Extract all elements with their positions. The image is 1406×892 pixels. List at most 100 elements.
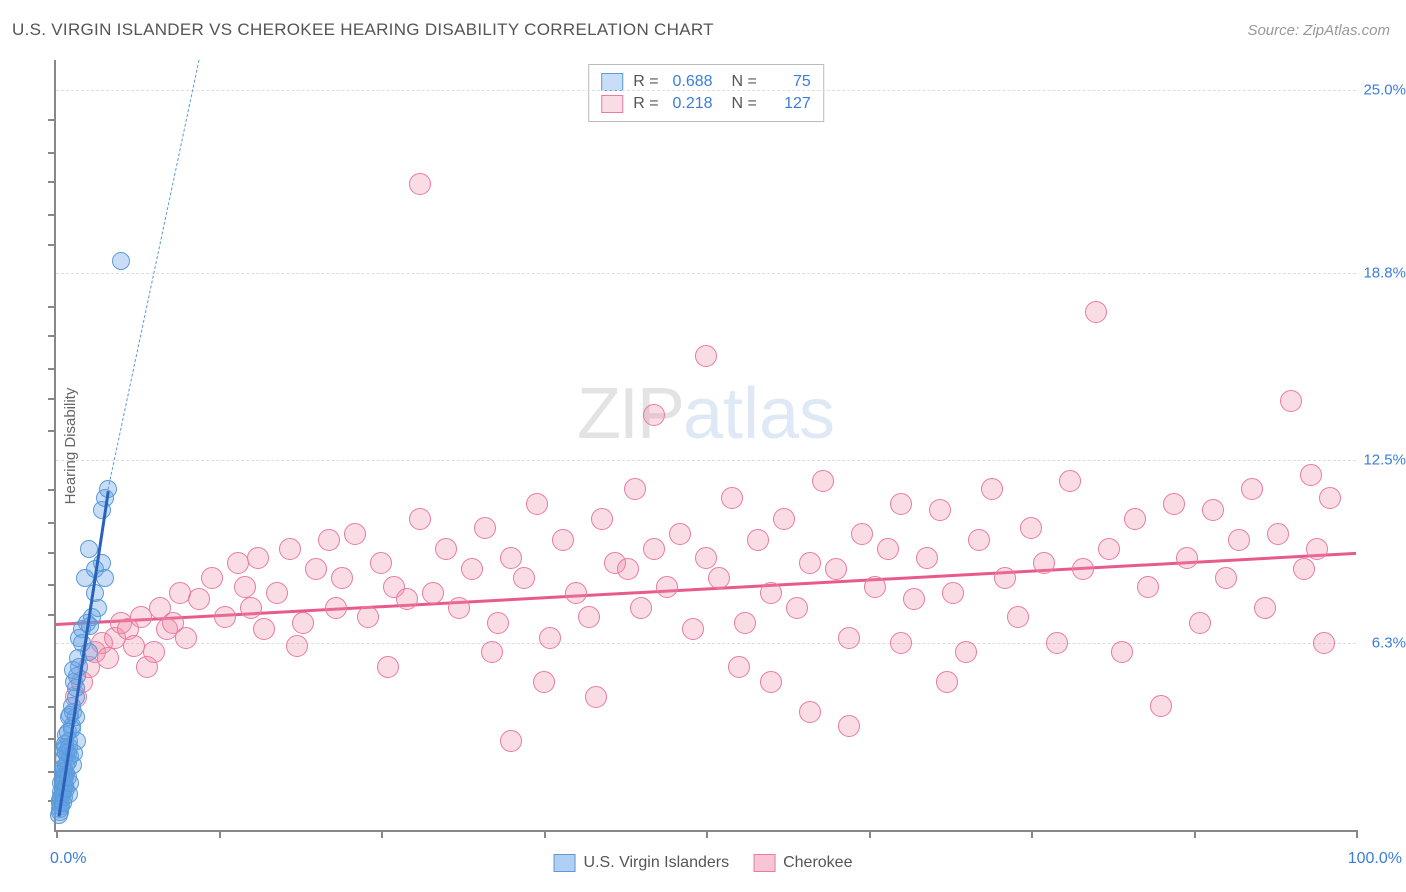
gridline-h [56,90,1356,91]
data-point [936,671,958,693]
data-point [747,529,769,551]
legend-swatch-0 [554,854,576,872]
data-point [877,538,899,560]
data-point [1020,517,1042,539]
data-point [1189,612,1211,634]
data-point [695,547,717,569]
data-point [864,576,886,598]
data-point [500,547,522,569]
data-point [474,517,496,539]
data-point [513,567,535,589]
legend-r-label: R = [633,93,658,115]
data-point [1137,576,1159,598]
y-tick-mark [48,614,56,616]
data-point [143,641,165,663]
swatch-series-1 [601,95,623,113]
x-tick-mark [1194,830,1196,838]
data-point [799,552,821,574]
watermark: ZIPatlas [577,373,835,455]
y-tick-mark [48,584,56,586]
data-point [487,612,509,634]
x-tick-mark [706,830,708,838]
data-point [1319,487,1341,509]
x-tick-mark [1031,830,1033,838]
y-tick-mark [48,430,56,432]
watermark-zip: ZIP [577,374,683,454]
y-tick-mark [48,552,56,554]
data-point [838,627,860,649]
gridline-h [56,273,1356,274]
y-tick-mark [48,244,56,246]
source-attribution: Source: ZipAtlas.com [1247,22,1390,39]
data-point [1280,390,1302,412]
y-tick-mark [48,152,56,154]
y-tick-mark [48,306,56,308]
data-point [175,627,197,649]
data-point [624,478,646,500]
data-point [247,547,269,569]
data-point [396,588,418,610]
data-point [669,523,691,545]
data-point [305,558,327,580]
data-point [1313,632,1335,654]
data-point [1059,470,1081,492]
y-tick-mark [48,181,56,183]
data-point [1163,493,1185,515]
x-axis-min-label: 0.0% [50,850,86,868]
y-tick-mark [48,738,56,740]
data-point [292,612,314,634]
data-point [1007,606,1029,628]
data-point [565,582,587,604]
legend-label-1: Cherokee [783,854,852,872]
data-point [656,576,678,598]
x-tick-mark [219,830,221,838]
gridline-h [56,460,1356,461]
data-point [786,597,808,619]
data-point [929,499,951,521]
y-tick-mark [48,335,56,337]
data-point [448,597,470,619]
chart-title: U.S. VIRGIN ISLANDER VS CHEROKEE HEARING… [12,20,714,40]
data-point [227,552,249,574]
data-point [591,508,613,530]
chart-container: U.S. VIRGIN ISLANDER VS CHEROKEE HEARING… [0,0,1406,892]
data-point [1306,538,1328,560]
data-point [916,547,938,569]
gridline-h [56,643,1356,644]
data-point [214,606,236,628]
data-point [760,582,782,604]
data-point [80,540,98,558]
data-point [325,597,347,619]
y-tick-mark [48,489,56,491]
data-point [234,576,256,598]
data-point [942,582,964,604]
data-point [240,597,262,619]
data-point [1293,558,1315,580]
data-point [1215,567,1237,589]
legend-n-value-1: 127 [763,93,811,115]
data-point [552,529,574,551]
data-point [357,606,379,628]
data-point [695,345,717,367]
data-point [500,730,522,752]
data-point [617,558,639,580]
data-point [890,493,912,515]
y-tick-mark [48,522,56,524]
data-point [377,656,399,678]
y-tick-label: 18.8% [1363,265,1406,282]
data-point [994,567,1016,589]
data-point [370,552,392,574]
data-point [266,582,288,604]
data-point [533,671,555,693]
legend-item-0: U.S. Virgin Islanders [554,854,730,872]
y-tick-label: 6.3% [1372,635,1406,652]
legend-label-0: U.S. Virgin Islanders [584,854,730,872]
data-point [812,470,834,492]
x-axis-max-label: 100.0% [1348,850,1402,868]
data-point [1098,538,1120,560]
trend-line [108,60,200,490]
y-tick-label: 25.0% [1363,81,1406,98]
watermark-atlas: atlas [683,374,835,454]
x-tick-mark [544,830,546,838]
data-point [1124,508,1146,530]
